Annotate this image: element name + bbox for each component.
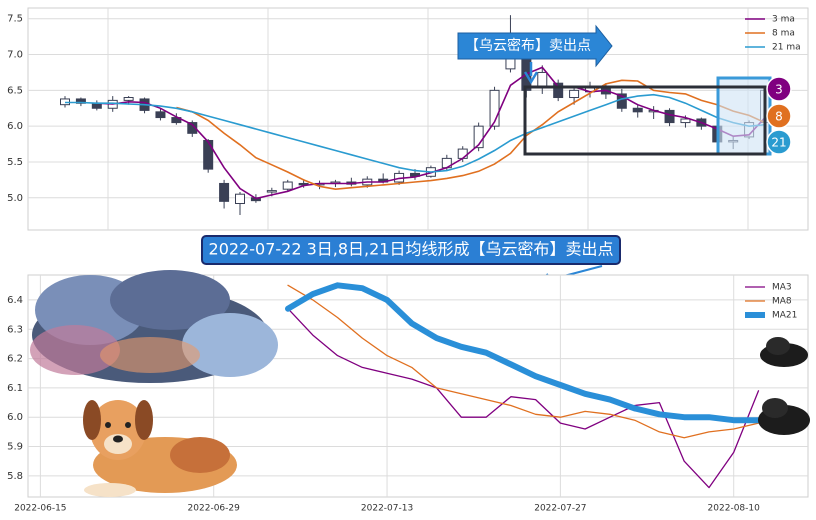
badge-label: 8 [775,110,783,124]
dog-muzzle [104,434,132,454]
x-tick-label: 2022-06-15 [14,504,66,514]
x-tick-label: 2022-08-10 [708,504,761,514]
top-plot-area [27,7,809,231]
x-tick-label: 2022-07-13 [361,504,413,514]
candle-body [123,97,134,101]
y-tick-label: 6.2 [7,354,23,365]
bottom-chart: 5.8 5.9 6.0 6.1 6.2 6.3 6.4 2022-06-15 2022-06-2… [7,275,808,514]
cloud-shape [110,270,230,330]
banner-text: 2022-07-22 3日,8日,21日均线形成【乌云密布】卖出点 [209,240,614,259]
badge-label: 3 [775,83,783,97]
cloud-shape [30,325,120,375]
candle-body [155,111,166,119]
legend-label: MA8 [772,297,792,307]
legend-label: 3 ma [772,15,795,25]
y-tick-label: 7.0 [7,50,23,61]
y-tick-label: 6.3 [7,324,23,335]
badge [766,103,792,129]
dark-cloud [762,398,788,418]
y-tick-label: 5.0 [7,193,23,204]
banner [201,235,621,265]
dog-illustration [83,400,237,497]
y-tick-label: 5.5 [7,157,23,168]
candle-body [235,193,245,205]
candle-body [187,122,198,134]
dog-nose [113,435,123,443]
candle-body [457,148,468,159]
focus-box [523,85,767,156]
legend-label: 21 ma [772,43,801,53]
badge-label: 21 [771,136,786,150]
cloud-shape [100,337,200,373]
dog-paws [84,483,136,497]
candle-body [537,71,548,88]
badges: 3 8 21 [766,76,792,155]
candle-body [569,89,580,99]
cloud-illustration [30,270,278,383]
dog-ear [135,400,153,440]
y-tick-label: 7.5 [7,14,23,25]
annotation-callout: 【乌云密布】卖出点 [457,24,613,85]
ma-line [287,284,760,439]
y-tick-label: 6.0 [7,412,23,423]
ma-line [176,79,766,191]
dog-spot [170,437,230,473]
y-tick-label: 6.1 [7,383,23,394]
x-tick-label: 2022-07-27 [534,504,586,514]
highlight-region [716,76,772,156]
candle-body [680,118,691,124]
dog-eye [125,422,131,428]
ma-line [287,308,760,489]
badge [766,129,792,155]
candle-body [489,89,500,127]
dark-cloud [766,337,790,355]
callout-pointer [523,62,539,85]
legend-label: MA3 [772,283,792,293]
y-tick-label: 5.8 [7,471,23,482]
dog-eye [105,422,111,428]
legend-label: 8 ma [772,29,795,39]
candle-body [632,107,643,113]
y-tick-label: 6.4 [7,295,23,306]
dog-head [90,400,146,460]
callout-text: 【乌云密布】卖出点 [465,37,591,54]
candle-body [203,139,214,170]
y-tick-label: 6.5 [7,85,23,96]
candle-body [219,182,230,202]
y-tick-label: 5.9 [7,442,23,453]
callout-arrow [457,24,613,68]
candle-body [266,190,277,193]
ma-line [65,93,766,173]
badge [766,76,792,102]
candle-body [664,109,675,124]
y-tick-label: 6.0 [7,121,23,132]
dark-clouds [758,337,810,435]
dog-ear [83,400,101,440]
candle-body [282,181,293,190]
cloud-shape [182,313,278,377]
x-tick-label: 2022-06-29 [188,504,241,514]
candle-body [553,82,564,99]
ma-line [285,282,762,424]
legend-label: MA21 [772,311,797,321]
